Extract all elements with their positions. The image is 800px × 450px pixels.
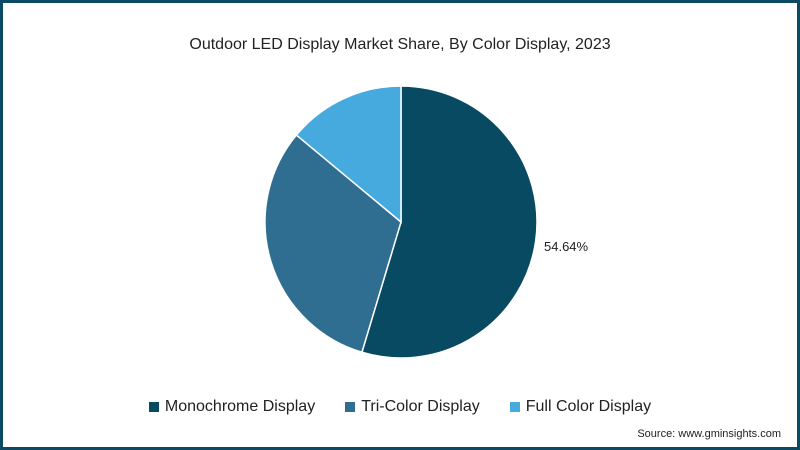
legend-swatch-icon	[509, 402, 520, 412]
legend-label: Monochrome Display	[164, 398, 316, 415]
legend-swatch-icon	[345, 402, 356, 412]
legend-item-monochrome: Monochrome Display	[148, 398, 316, 416]
pie-slice-tri-color-display	[264, 133, 402, 354]
legend-item-full-color: Full Color Display	[509, 398, 652, 416]
pie-chart	[264, 85, 538, 359]
data-label-monochrome: 54.64%	[544, 239, 589, 254]
legend-label: Full Color Display	[525, 398, 652, 415]
legend: Monochrome Display Tri-Color Display Ful…	[3, 398, 797, 416]
legend-label: Tri-Color Display	[361, 398, 480, 415]
legend-item-tri-color: Tri-Color Display	[345, 398, 480, 416]
pie-slice-monochrome-display	[360, 85, 538, 359]
chart-title: Outdoor LED Display Market Share, By Col…	[189, 36, 611, 53]
pie-slice-full-color-display	[295, 85, 402, 224]
legend-swatch-icon	[148, 402, 159, 412]
source-note: Source: www.gminsights.com	[637, 428, 781, 440]
chart-frame: Outdoor LED Display Market Share, By Col…	[3, 3, 797, 447]
